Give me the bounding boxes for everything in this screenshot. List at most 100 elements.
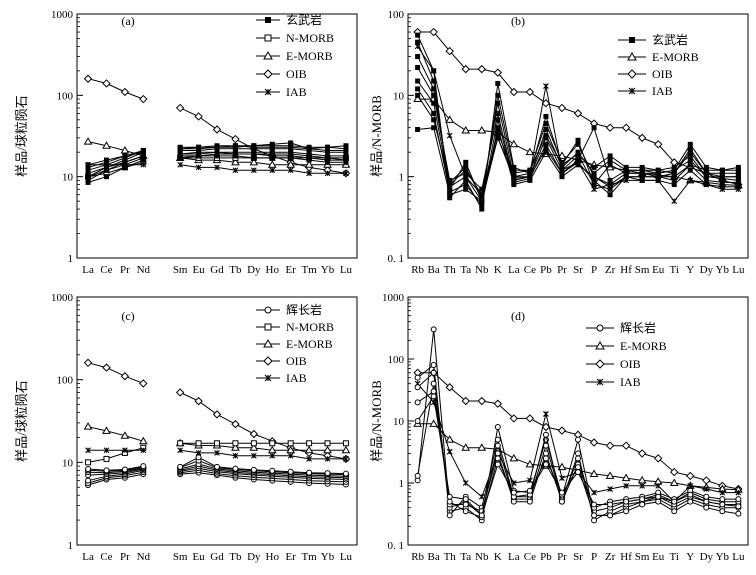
data-point [324, 456, 331, 462]
legend-label: OIB [652, 67, 673, 81]
data-point [269, 467, 276, 474]
x-tick-label: Tb [229, 551, 242, 563]
data-point [526, 487, 533, 494]
data-point [511, 167, 517, 173]
data-point [559, 164, 565, 170]
data-point [461, 443, 471, 451]
data-point [415, 54, 421, 60]
x-tick-label: Er [285, 264, 296, 276]
data-point [251, 155, 257, 161]
data-point [703, 504, 710, 511]
data-point [735, 184, 741, 190]
data-point [735, 503, 742, 510]
data-point [462, 501, 469, 508]
x-tick-label: Hf [620, 264, 632, 276]
data-point [430, 393, 437, 400]
legend-label: N-MORB [286, 320, 334, 334]
legend-label: 玄武岩 [286, 12, 322, 27]
data-point [559, 174, 565, 180]
data-point [639, 177, 645, 183]
data-point [509, 139, 519, 148]
data-point [195, 440, 202, 447]
data-point [735, 170, 741, 176]
data-point [140, 463, 147, 470]
x-tick-label: Er [285, 551, 296, 563]
data-point [431, 100, 437, 106]
panel-b: 0. 1 1 10 100 Rb Ba Th Ta Nb K La Ce Pb Pr Sr P Zr Hf Sm Eu… [369, 9, 749, 276]
x-tick-label: Sm [635, 551, 650, 563]
data-point [719, 496, 726, 503]
data-point [511, 170, 517, 176]
data-point [575, 159, 581, 165]
data-point [637, 133, 647, 143]
legend-label: IAB [286, 371, 307, 385]
data-point [122, 447, 128, 454]
y-tick-label: 100 [57, 90, 74, 102]
series-line [87, 142, 346, 166]
data-point [461, 64, 470, 74]
data-point [495, 92, 501, 98]
data-point [509, 414, 519, 423]
y-tick-label: 10 [393, 90, 405, 102]
data-point [559, 170, 565, 176]
data-point [703, 164, 709, 170]
data-point [214, 440, 220, 447]
series-line [87, 153, 346, 183]
data-point [288, 143, 294, 149]
panel-a: 1 10 100 1000 La Ce Pr Nd Sm Eu Gd Tb Dy Ho Er Tm Yb Lu 样品… [14, 9, 358, 276]
x-tick-label: Nb [475, 264, 489, 276]
legend-label: IAB [286, 85, 307, 99]
series-line [87, 155, 346, 181]
data-point [461, 396, 470, 406]
data-point [85, 174, 91, 180]
data-point [703, 486, 710, 492]
x-tick-label: Ce [100, 551, 112, 563]
data-point [212, 125, 222, 134]
data-point [543, 141, 549, 147]
y-tick-label: 1000 [382, 292, 405, 304]
data-point [415, 78, 421, 84]
data-point [591, 177, 597, 183]
legend-label: OIB [286, 67, 307, 81]
data-point [414, 472, 421, 479]
data-point [120, 431, 130, 439]
plot-frame [407, 13, 749, 259]
x-tick-label: La [508, 264, 520, 276]
data-point [591, 186, 597, 193]
plot-frame [76, 13, 358, 259]
data-point [85, 167, 91, 173]
data-point [231, 134, 240, 144]
data-point [306, 146, 312, 152]
data-point [446, 132, 453, 139]
x-tick-label: Y [686, 551, 694, 563]
legend-label: E-MORB [286, 49, 333, 63]
x-tick-label: Dy [247, 264, 261, 276]
data-point [103, 447, 110, 454]
data-point [343, 456, 349, 462]
data-point [493, 399, 503, 408]
data-point [527, 174, 533, 180]
data-point [195, 454, 202, 461]
x-tick-label: Dy [247, 551, 261, 563]
data-point [249, 157, 259, 166]
legend-marker [264, 34, 272, 42]
series-line [87, 469, 346, 484]
data-point [429, 27, 438, 37]
data-point [342, 440, 349, 447]
data-point [429, 419, 439, 427]
data-point [687, 153, 693, 159]
data-point [589, 469, 599, 477]
legend-marker [629, 37, 635, 43]
x-tick-label: Nb [475, 551, 489, 563]
data-point [719, 179, 725, 185]
data-point [140, 153, 146, 159]
legend-marker [264, 374, 272, 382]
data-point [591, 501, 598, 508]
data-point [324, 470, 331, 477]
legend-marker [627, 51, 637, 61]
data-point [526, 498, 533, 505]
data-point [735, 164, 741, 170]
x-tick-label: La [82, 264, 94, 276]
x-tick-label: Th [444, 264, 457, 276]
data-point [306, 440, 313, 447]
